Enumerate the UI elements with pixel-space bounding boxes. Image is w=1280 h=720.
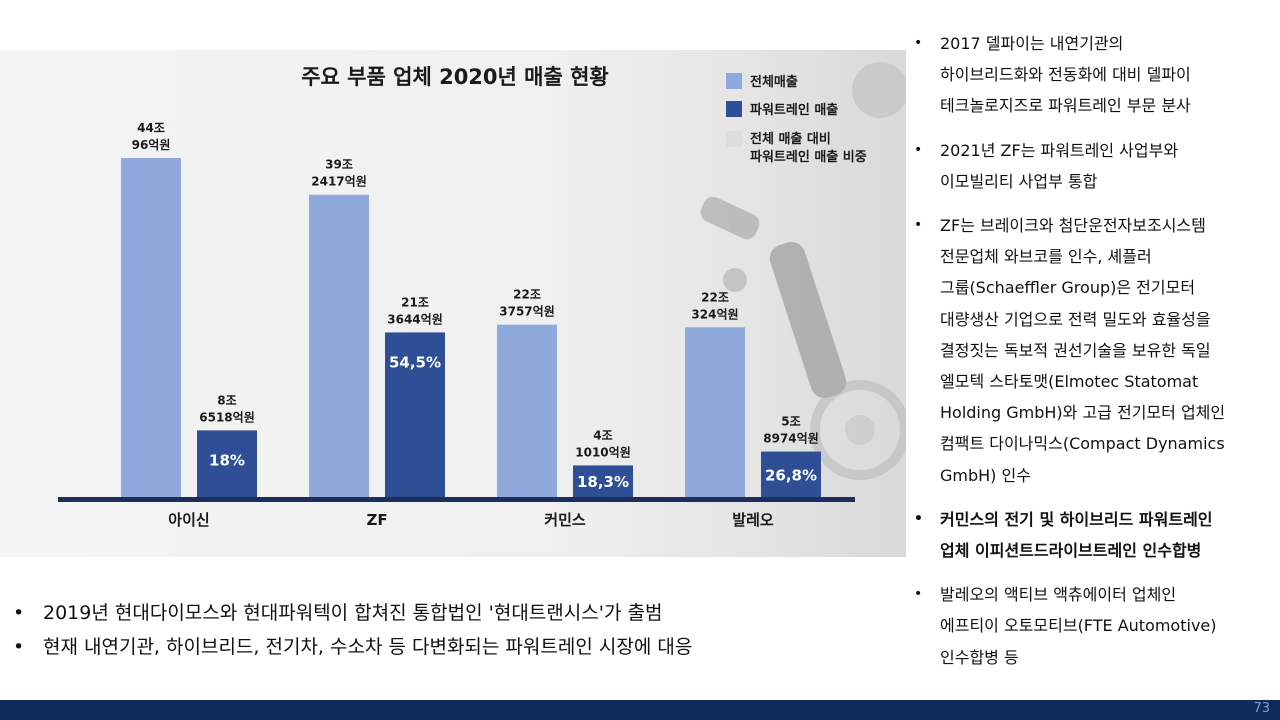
bullet-line: 대량생산 기업으로 전력 밀도와 효율성을 (940, 309, 1211, 329)
legend-label-ratio-1: 전체 매출 대비 (750, 131, 831, 147)
bar-powertrain-revenue (761, 451, 821, 497)
data-label: 2417억원 (311, 175, 366, 189)
bottom-bullet-item: 현재 내연기관, 하이브리드, 전기차, 수소차 등 다변화되는 파워트레인 시… (10, 630, 890, 664)
data-label: 8조 (217, 393, 236, 407)
bar-total-revenue (121, 158, 181, 497)
category-tick-label: 커민스 (544, 511, 586, 529)
bullet-line: 그룹(Schaeffler Group)은 전기모터 (940, 278, 1196, 298)
bullet-line: 전문업체 와브코를 인수, 셰플러 (940, 247, 1152, 267)
bullet-line: 에프티이 오토모티브(FTE Automotive) (940, 616, 1217, 636)
category-tick-label: 아이신 (168, 511, 209, 529)
bar-total-revenue (309, 194, 369, 497)
bullet-line: Holding GmbH)와 고급 전기모터 업체인 (940, 403, 1226, 423)
page-number: 73 (1253, 701, 1270, 716)
legend-label-total: 전체매출 (750, 74, 798, 90)
ratio-label: 26,8% (765, 466, 817, 484)
ratio-label: 18% (209, 451, 245, 469)
bar-total-revenue (685, 327, 745, 497)
bullet-line: 2017 델파이는 내연기관의 (940, 34, 1124, 53)
chart-title: 주요 부품 업체 2020년 매출 현황 (301, 65, 609, 89)
data-label: 96억원 (132, 138, 171, 152)
bullet-line: 커민스의 전기 및 하이브리드 파워트레인 (940, 509, 1213, 529)
legend-swatch-ratio (726, 131, 742, 147)
category-tick-label: ZF (366, 511, 387, 529)
bullet-line: 2021년 ZF는 파워트레인 사업부와 (940, 140, 1179, 160)
data-label: 44조 (137, 121, 165, 135)
bar-powertrain-revenue (573, 465, 633, 497)
legend-label-ratio-2: 파워트레인 매출 비중 (750, 149, 867, 165)
data-label: 8974억원 (763, 432, 818, 446)
bottom-bullet-item: 2019년 현대다이모스와 현대파워텍이 합쳐진 통합법인 '현대트랜시스'가 … (10, 596, 890, 630)
ratio-label: 18,3% (577, 473, 629, 491)
bullet-line: 인수합병 등 (940, 647, 1019, 667)
data-label: 22조 (513, 288, 541, 302)
background-parts-image (700, 62, 906, 480)
bullet-line: 컴팩트 다이나믹스(Compact Dynamics (940, 434, 1225, 454)
bullet-line: GmbH) 인수 (940, 465, 1031, 485)
data-label: 6518억원 (199, 410, 254, 424)
data-label: 4조 (593, 428, 612, 442)
legend-swatch-total (726, 73, 742, 89)
bullet-line: ZF는 브레이크와 첨단운전자보조시스템 (940, 216, 1206, 236)
legend-swatch-powertrain (726, 101, 742, 117)
bullet-line: 결정짓는 독보적 권선기술을 보유한 독일 (940, 340, 1211, 360)
chart-panel: 주요 부품 업체 2020년 매출 현황 전체매출 파워트레인 매출 전체 매출… (0, 50, 906, 557)
footer-bar: 73 (0, 700, 1280, 720)
bullet-line: 이모빌리티 사업부 통합 (940, 171, 1098, 191)
bullet-line: 하이브리드화와 전동화에 대비 델파이 (940, 65, 1191, 85)
data-label: 5조 (781, 415, 800, 429)
bar-powertrain-revenue (385, 332, 445, 497)
bullet-line: 발레오의 액티브 액츄에이터 업체인 (940, 585, 1177, 605)
data-label: 22조 (701, 290, 729, 304)
data-label: 324억원 (691, 307, 738, 321)
data-label: 3644억원 (387, 312, 442, 326)
bar-chart: 주요 부품 업체 2020년 매출 현황 전체매출 파워트레인 매출 전체 매출… (58, 62, 906, 529)
bottom-bullet-list: 2019년 현대다이모스와 현대파워텍이 합쳐진 통합법인 '현대트랜시스'가 … (10, 596, 890, 664)
ratio-label: 54,5% (389, 353, 441, 371)
bar-powertrain-revenue (197, 430, 257, 497)
category-tick-label: 발레오 (732, 511, 774, 529)
data-label: 3757억원 (499, 305, 554, 319)
chart-legend: 전체매출 파워트레인 매출 전체 매출 대비 파워트레인 매출 비중 (726, 73, 867, 165)
data-label: 21조 (401, 295, 429, 309)
x-axis-line (58, 497, 855, 502)
bullet-line: 엘모텍 스타토맷(Elmotec Statomat (940, 372, 1199, 392)
legend-label-powertrain: 파워트레인 매출 (750, 102, 838, 118)
bullet-line: 업체 이피션트드라이브트레인 인수합병 (940, 541, 1202, 561)
bar-total-revenue (497, 324, 557, 497)
bullet-line: 테크놀로지즈로 파워트레인 부문 분사 (940, 96, 1191, 116)
data-label: 39조 (325, 158, 353, 172)
data-label: 1010억원 (575, 445, 630, 459)
